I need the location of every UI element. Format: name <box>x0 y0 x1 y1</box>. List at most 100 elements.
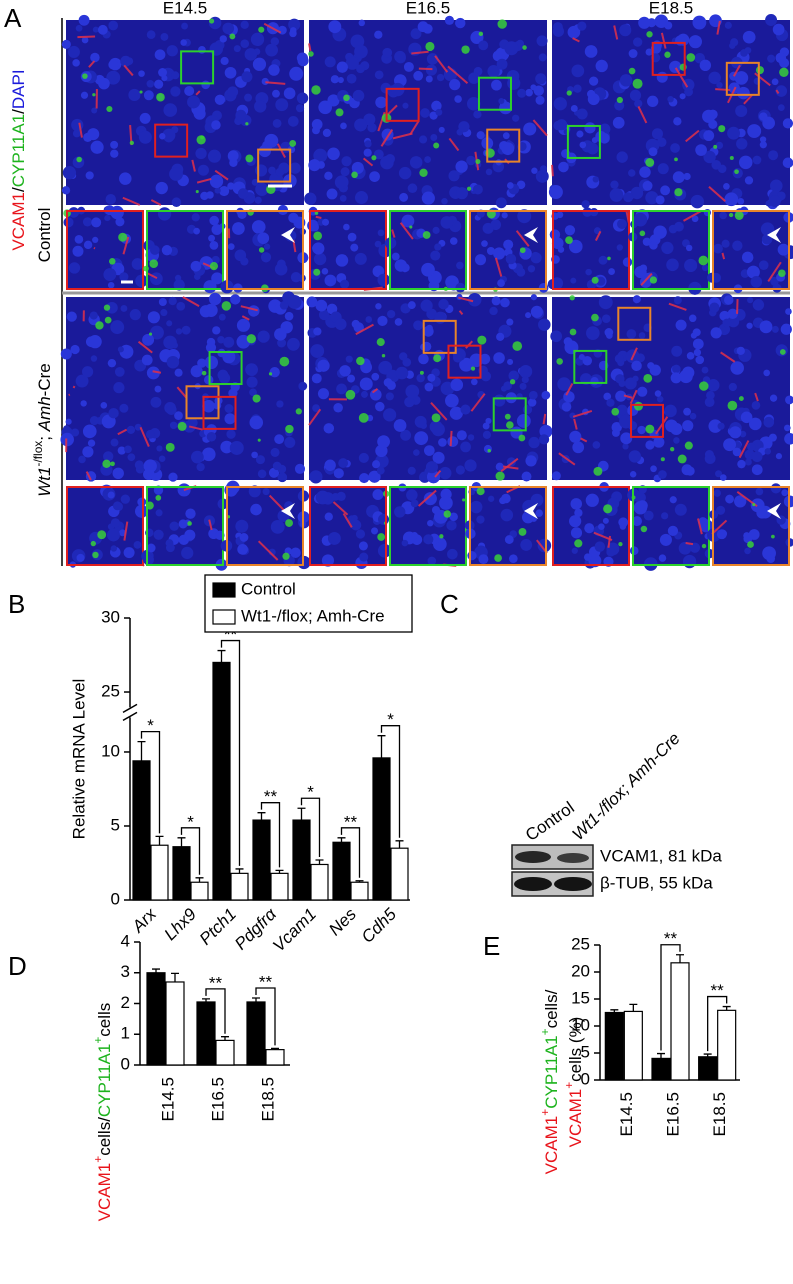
nucleus <box>324 459 336 471</box>
nucleus <box>686 352 695 360</box>
nucleus <box>244 93 253 102</box>
vcam1-signal <box>123 521 129 541</box>
nucleus <box>704 397 715 407</box>
nucleus <box>211 120 221 130</box>
nucleus <box>551 471 561 481</box>
nucleus <box>263 243 271 250</box>
vcam1-signal <box>150 199 162 206</box>
cyp11a1-signal <box>478 31 484 37</box>
nucleus <box>72 245 84 257</box>
nucleus <box>103 451 114 462</box>
nucleus <box>666 258 679 272</box>
nucleus <box>414 415 427 428</box>
nucleus <box>81 366 94 378</box>
nucleus <box>486 246 495 256</box>
nucleus <box>92 236 99 244</box>
nucleus <box>525 455 537 467</box>
nucleus <box>449 237 458 245</box>
bar <box>246 1001 266 1066</box>
panel-label: A <box>4 3 22 33</box>
nucleus <box>330 75 340 84</box>
cyp11a1-signal <box>156 92 165 102</box>
micrograph <box>464 482 552 566</box>
nucleus <box>553 120 564 131</box>
nucleus <box>455 465 465 475</box>
nucleus <box>637 386 648 397</box>
nucleus <box>589 76 599 86</box>
roi-box <box>422 319 457 354</box>
nucleus <box>295 104 305 113</box>
nucleus <box>191 450 204 464</box>
nucleus <box>728 382 737 392</box>
nucleus <box>169 167 183 181</box>
error-bar <box>271 1047 279 1050</box>
nucleus <box>313 252 327 266</box>
nucleus <box>364 140 372 148</box>
nucleus <box>525 88 533 97</box>
nucleus <box>564 225 576 236</box>
nucleus <box>476 131 485 140</box>
nucleus <box>220 56 229 66</box>
nucleus <box>549 229 561 240</box>
nucleus <box>97 24 108 35</box>
nucleus <box>755 487 764 496</box>
nucleus <box>709 302 720 313</box>
nucleus <box>643 510 654 521</box>
nucleus <box>736 138 748 150</box>
nucleus <box>592 441 601 449</box>
nucleus <box>120 494 131 504</box>
nucleus <box>312 242 325 255</box>
nucleus <box>674 221 684 232</box>
cyp11a1-signal <box>628 67 636 75</box>
nucleus <box>429 111 438 120</box>
nucleus <box>719 310 730 321</box>
vcam1-signal <box>551 164 554 177</box>
nucleus <box>251 220 266 234</box>
error-bar <box>657 1052 665 1059</box>
nucleus <box>598 523 605 530</box>
vcam1-signal <box>355 323 374 336</box>
column-header: E16.5 <box>406 0 450 17</box>
micrograph <box>384 210 467 293</box>
bar <box>350 881 369 901</box>
cyp11a1-signal <box>201 370 207 376</box>
nucleus <box>90 355 98 362</box>
cyp11a1-signal <box>718 125 726 133</box>
nucleus <box>358 19 366 27</box>
y-tick-label: 0 <box>121 1054 130 1073</box>
nucleus <box>317 388 330 400</box>
nucleus <box>250 32 265 47</box>
inset-border <box>309 486 387 566</box>
nucleus <box>78 455 86 464</box>
nucleus <box>606 332 613 339</box>
cyp11a1-signal <box>729 156 734 161</box>
cyp11a1-signal <box>155 494 162 501</box>
nucleus <box>298 381 308 391</box>
x-tick-label: E14.5 <box>158 1077 177 1121</box>
nucleus <box>573 84 582 93</box>
cyp11a1-signal <box>591 313 599 322</box>
micrograph <box>707 206 793 294</box>
bar <box>265 1049 285 1066</box>
vcam1-signal <box>78 122 83 138</box>
nucleus <box>143 459 157 473</box>
nucleus <box>169 521 179 531</box>
nucleus <box>516 180 526 190</box>
cyp11a1-signal <box>518 434 526 442</box>
nucleus <box>371 372 380 381</box>
nucleus <box>74 235 84 244</box>
cyp11a1-signal <box>313 231 323 241</box>
nucleus <box>333 402 343 413</box>
nucleus <box>268 166 276 175</box>
nucleus <box>616 244 624 251</box>
nucleus <box>372 460 381 469</box>
legend-swatch <box>212 609 236 625</box>
nucleus <box>153 529 164 540</box>
nucleus <box>748 529 760 540</box>
x-tick-label: Nes <box>325 904 360 939</box>
nucleus <box>154 49 166 61</box>
nucleus <box>414 431 429 446</box>
cyp11a1-signal <box>419 370 424 375</box>
cyp11a1-signal <box>462 498 466 502</box>
nucleus <box>143 554 154 566</box>
